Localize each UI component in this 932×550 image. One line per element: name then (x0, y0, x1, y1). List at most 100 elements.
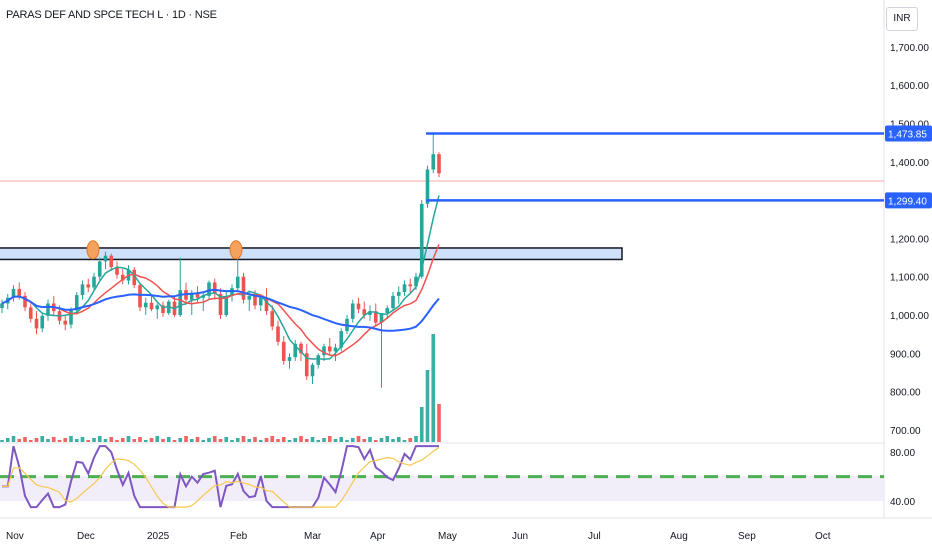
candle-body (241, 276, 246, 300)
volume-bar (166, 437, 171, 442)
volume-bar (431, 334, 436, 442)
x-tick-label: Sep (738, 531, 756, 542)
volume-bar (350, 438, 355, 442)
candle-body (425, 169, 430, 204)
x-tick-label: Apr (370, 531, 386, 542)
price-label-text: 1,473.85 (888, 130, 927, 141)
volume-bar (391, 439, 395, 442)
candle-body (414, 276, 418, 287)
volume-bar (408, 438, 413, 442)
volume-bar (299, 436, 303, 442)
volume-bar (195, 437, 200, 442)
candle-body (287, 357, 292, 361)
volume-bar (149, 438, 154, 442)
rsi-ma-line (2, 446, 440, 508)
volume-bar (23, 437, 27, 442)
volume-bar (189, 439, 194, 442)
volume-bar (17, 439, 22, 442)
volume-bar (345, 440, 349, 442)
candle-body (207, 282, 211, 296)
volume-bar (120, 438, 125, 442)
candle-body (86, 284, 91, 288)
candle-body (304, 353, 309, 377)
moving-average-line (1, 195, 440, 360)
volume-bar (178, 438, 183, 442)
volume-bar (333, 439, 338, 442)
volume-bar (414, 436, 418, 442)
candle-body (149, 302, 154, 310)
volume-bar (0, 440, 4, 442)
chart-title: PARAS DEF AND SPCE TECH L · 1D · NSE (6, 9, 217, 21)
volume-bar (138, 437, 142, 442)
y-tick-label: 1,000.00 (890, 311, 929, 322)
volume-bar (155, 436, 160, 442)
volume-bar (322, 438, 326, 442)
volume-bar (310, 437, 315, 442)
volume-bar (11, 436, 16, 442)
x-tick-label: Jul (588, 531, 601, 542)
candle-body (178, 290, 183, 315)
y-tick-label: 1,500.00 (890, 120, 929, 131)
y-tick-label: 1,600.00 (890, 81, 929, 92)
x-tick-label: May (438, 531, 457, 542)
x-tick-label: Oct (815, 531, 831, 542)
volume-bar (258, 440, 263, 442)
candle-body (218, 293, 223, 315)
volume-bar (304, 439, 309, 442)
volume-bar (218, 439, 223, 442)
volume-bar (276, 439, 280, 442)
volume-bar (327, 436, 332, 442)
y-tick-label: 1,200.00 (890, 234, 929, 245)
candle-body (270, 311, 275, 327)
resistance-zone (0, 247, 623, 261)
volume-bar (28, 440, 33, 442)
candle-body (46, 303, 50, 316)
volume-bar (207, 438, 211, 442)
x-tick-label: Mar (304, 531, 322, 542)
currency-button[interactable]: INR (886, 7, 918, 31)
candle-body (368, 311, 372, 315)
candle-body (155, 305, 160, 310)
x-tick-label: Dec (77, 531, 95, 542)
volume-bar (126, 436, 131, 442)
candle-body (437, 154, 441, 174)
swing-high-marker (229, 240, 243, 260)
candle-body (310, 364, 315, 377)
candle-body (247, 295, 252, 300)
volume-bar (385, 436, 390, 442)
volume-bar (40, 436, 45, 442)
y-tick-label: 1,100.00 (890, 273, 929, 284)
x-tick-label: Feb (230, 531, 248, 542)
candle-body (419, 203, 424, 277)
candle-body (132, 269, 137, 286)
volume-bar (281, 437, 286, 442)
candle-body (92, 276, 96, 288)
volume-bar (396, 437, 401, 442)
candle-body (34, 318, 39, 329)
candle-body (212, 282, 217, 294)
candle-body (373, 311, 378, 323)
volume-bar (339, 437, 344, 442)
candle-body (40, 315, 45, 329)
x-tick-label: Aug (670, 531, 688, 542)
volume-bar (425, 370, 430, 442)
volume-bar (224, 437, 229, 442)
swing-high-marker (86, 240, 100, 260)
candle-body (28, 307, 33, 319)
candle-body (166, 301, 171, 314)
volume-bar (368, 437, 372, 442)
volume-bar (293, 438, 298, 442)
volume-bar (316, 440, 321, 442)
x-tick-label: Jun (512, 531, 528, 542)
candle-body (431, 154, 436, 170)
volume-bar (86, 440, 91, 442)
volume-bar (235, 438, 240, 442)
candle-body (120, 274, 125, 281)
volume-bar (109, 437, 114, 442)
volume-bar (270, 436, 275, 442)
volume-bar (373, 440, 378, 442)
rsi-line (2, 445, 439, 509)
candle-body (11, 288, 16, 298)
rsi-tick-label: 80.00 (890, 448, 915, 459)
